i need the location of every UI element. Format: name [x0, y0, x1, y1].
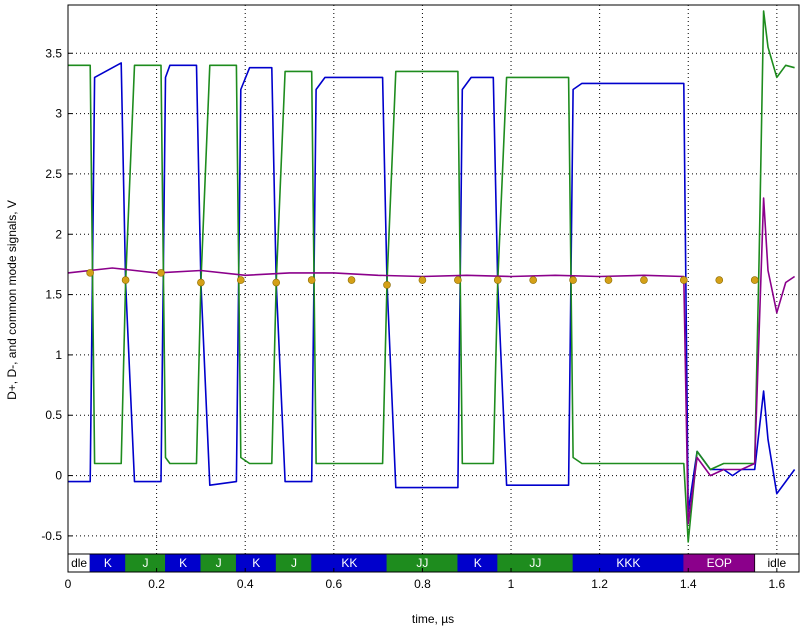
sample-point-marker: [454, 276, 462, 284]
y-tick-label: 1.5: [45, 288, 62, 302]
y-tick-label: -0.5: [41, 529, 62, 543]
d-minus-line: [68, 10, 795, 543]
sample-point-marker: [383, 281, 391, 289]
state-segment-label: K: [104, 556, 112, 570]
sample-point-marker: [493, 276, 502, 284]
x-tick-label: 0.6: [325, 577, 342, 591]
x-tick-label: 1: [508, 577, 515, 591]
sample-point-marker: [197, 278, 205, 287]
sample-point-marker: [307, 276, 316, 284]
x-tick-label: 1.4: [680, 577, 697, 591]
x-axis-label: time, µs: [412, 612, 454, 626]
sample-point-marker: [680, 276, 688, 284]
sample-point-marker: [750, 276, 759, 284]
sample-point-marker: [529, 276, 537, 284]
state-segment-label: J: [143, 556, 149, 570]
x-tick-label: 0.8: [414, 577, 431, 591]
state-segment-label: JJ: [529, 556, 541, 570]
sample-point-marker: [157, 269, 165, 277]
sample-point-marker: [86, 269, 94, 277]
y-tick-label: 0: [55, 469, 62, 483]
state-segment-label: JJ: [416, 556, 428, 570]
y-tick-label: 2.5: [45, 167, 62, 181]
x-tick-label: 1.2: [591, 577, 608, 591]
sample-point-marker: [640, 276, 648, 284]
state-segment-label: idle: [768, 556, 787, 570]
x-tick-label: 0: [65, 577, 72, 591]
state-strip: dle K J K J K J KK JJ K JJ KKK EOP idle: [67, 553, 800, 573]
x-tick-label: 1.6: [769, 577, 786, 591]
state-segment-label: K: [252, 556, 260, 570]
state-segment-label: J: [291, 556, 297, 570]
sample-point-marker: [272, 278, 281, 287]
series-layer: [67, 10, 796, 543]
sample-point-marker: [236, 276, 245, 284]
x-tick-label: 0.2: [148, 577, 165, 591]
y-axis-label: D+, D-, and common mode signals, V: [5, 200, 19, 400]
tick-layer: 0 0.2 0.4 0.6 0.8 1 1.2 1.4 1.6 -0.5 0 0.5 1 1.5 2 2.5 3…: [41, 46, 785, 591]
state-segment-label: KK: [341, 556, 357, 570]
x-tick-label: 0.4: [237, 577, 254, 591]
sample-point-marker: [121, 276, 130, 284]
sample-point-marker: [347, 276, 356, 284]
y-tick-label: 0.5: [45, 408, 62, 422]
sample-point-marker: [569, 276, 577, 284]
y-tick-label: 1: [55, 348, 62, 362]
sample-marker-layer: [86, 269, 759, 289]
y-tick-label: 3: [55, 107, 62, 121]
state-segment-label: dle: [71, 556, 87, 570]
state-segment-label: K: [474, 556, 482, 570]
d-plus-line: [68, 62, 796, 513]
state-segment-label: J: [216, 556, 222, 570]
common-mode-line: [67, 197, 796, 525]
sample-point-marker: [715, 276, 724, 284]
y-tick-label: 3.5: [45, 46, 62, 60]
y-tick-label: 2: [55, 227, 62, 241]
state-segment-label: KKK: [616, 556, 640, 570]
sample-point-marker: [418, 276, 427, 284]
state-segment-label: EOP: [707, 556, 732, 570]
state-segment-label: K: [179, 556, 187, 570]
sample-point-marker: [604, 276, 613, 284]
plot-area: [68, 5, 799, 572]
plot-frame: [67, 4, 800, 573]
